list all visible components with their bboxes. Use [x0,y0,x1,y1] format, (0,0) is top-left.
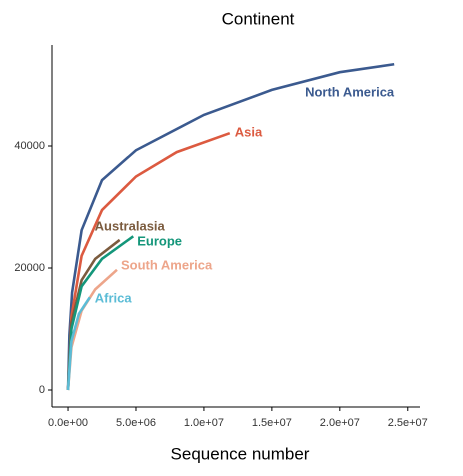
series-label: Australasia [95,218,166,233]
series-label: North America [305,85,395,100]
series-line [66,131,231,391]
series-label: South America [121,257,213,272]
y-tick-label: 0 [39,384,45,396]
x-tick-label: 2.0e+07 [320,417,360,429]
series-label: Africa [95,291,133,306]
y-tick-label: 20000 [14,262,45,274]
series-label: Asia [235,125,263,140]
chart-title: Continent [222,9,295,28]
x-tick-label: 0.0e+00 [48,417,88,429]
series-line [66,296,91,391]
x-tick-label: 1.0e+07 [184,417,224,429]
x-axis-label: Sequence number [171,444,310,463]
series-label: Europe [137,234,182,249]
x-tick-label: 2.5e+07 [388,417,428,429]
x-tick-label: 1.5e+07 [252,417,292,429]
x-tick-label: 5.0e+06 [116,417,156,429]
y-tick-label: 40000 [14,140,45,152]
